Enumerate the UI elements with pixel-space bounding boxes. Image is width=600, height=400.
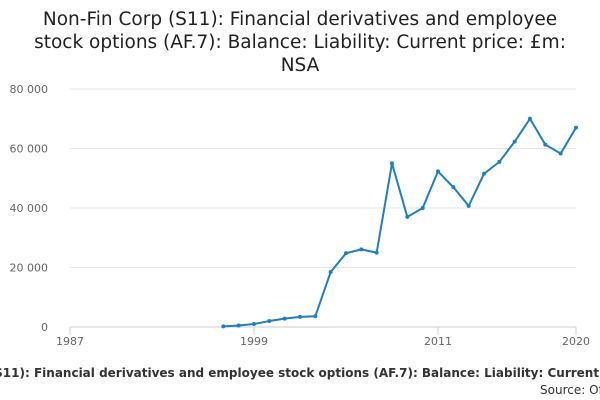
- series-line: [222, 117, 577, 328]
- data-point: [374, 250, 379, 255]
- x-tick-label: 2011: [424, 335, 452, 348]
- data-point: [512, 139, 517, 144]
- data-point: [344, 251, 348, 256]
- data-point: [420, 206, 425, 210]
- x-tick-label: 1987: [56, 335, 84, 348]
- data-point: [298, 314, 302, 319]
- data-point: [236, 323, 241, 328]
- y-tick-label: 0: [41, 321, 48, 334]
- y-tick-label: 60 000: [10, 143, 49, 156]
- data-point: [574, 125, 578, 130]
- x-axis: 1987 1999 2011 2020: [56, 326, 590, 348]
- data-point: [390, 161, 394, 166]
- data-point: [359, 247, 364, 252]
- y-axis: 0 20 000 40 000 60 000 80 000: [10, 83, 49, 334]
- data-point: [252, 322, 256, 327]
- series-group: [221, 116, 578, 329]
- data-point: [328, 269, 333, 274]
- chart-title-line-3: NSA: [281, 55, 320, 76]
- data-point: [482, 171, 486, 176]
- data-point: [543, 142, 548, 147]
- y-tick-label: 40 000: [10, 202, 49, 215]
- data-point: [282, 316, 287, 321]
- data-point: [221, 324, 226, 329]
- y-tick-label: 20 000: [10, 262, 49, 275]
- chart-footer: Non-Fin Corp (S11): Financial derivative…: [0, 366, 600, 397]
- y-grid: [70, 88, 576, 268]
- chart-caption: Non-Fin Corp (S11): Financial derivative…: [0, 366, 600, 380]
- chart-title-line-1: Non-Fin Corp (S11): Financial derivative…: [43, 9, 557, 30]
- data-point: [436, 169, 440, 174]
- chart-title-line-2: stock options (AF.7): Balance: Liability…: [34, 32, 566, 53]
- x-tick-label: 1999: [240, 335, 268, 348]
- data-point: [466, 203, 471, 208]
- data-point: [528, 116, 532, 121]
- data-point: [267, 319, 272, 324]
- chart-source: Source: Office for National Statistics: [540, 383, 600, 397]
- data-point: [313, 314, 318, 319]
- data-point: [405, 214, 410, 219]
- data-point: [451, 185, 456, 190]
- y-tick-label: 80 000: [10, 83, 49, 96]
- chart-title: Non-Fin Corp (S11): Financial derivative…: [34, 9, 566, 76]
- x-tick-label: 2020: [562, 335, 590, 348]
- data-point: [497, 159, 502, 164]
- data-point: [558, 151, 563, 156]
